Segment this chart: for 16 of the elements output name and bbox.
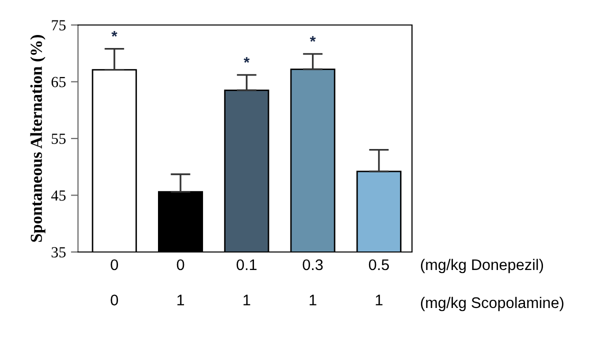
category-label: 0 1 <box>176 259 184 306</box>
category-label: 0 0 <box>110 259 118 306</box>
category-label: 0.5 1 <box>368 259 389 306</box>
text: (mg/kg Scopolamine) <box>420 296 564 312</box>
annotation: * <box>244 57 250 63</box>
category-label: 0.3 1 <box>302 259 323 306</box>
y-tick-label: 45 <box>51 190 66 201</box>
annotation: * <box>111 30 118 37</box>
y-tick-label: 75 <box>52 20 66 30</box>
y-axis-title: Spontaneous Alternation (%) <box>30 35 46 242</box>
y-tick-label: 55 <box>52 134 66 144</box>
text: (mg/kg Donepezil) <box>420 258 544 274</box>
category-label: 0.1 1 <box>236 259 257 306</box>
annotation: * <box>310 36 316 42</box>
y-tick-label: 35 <box>52 247 66 258</box>
y-tick-label: 65 <box>52 76 66 88</box>
